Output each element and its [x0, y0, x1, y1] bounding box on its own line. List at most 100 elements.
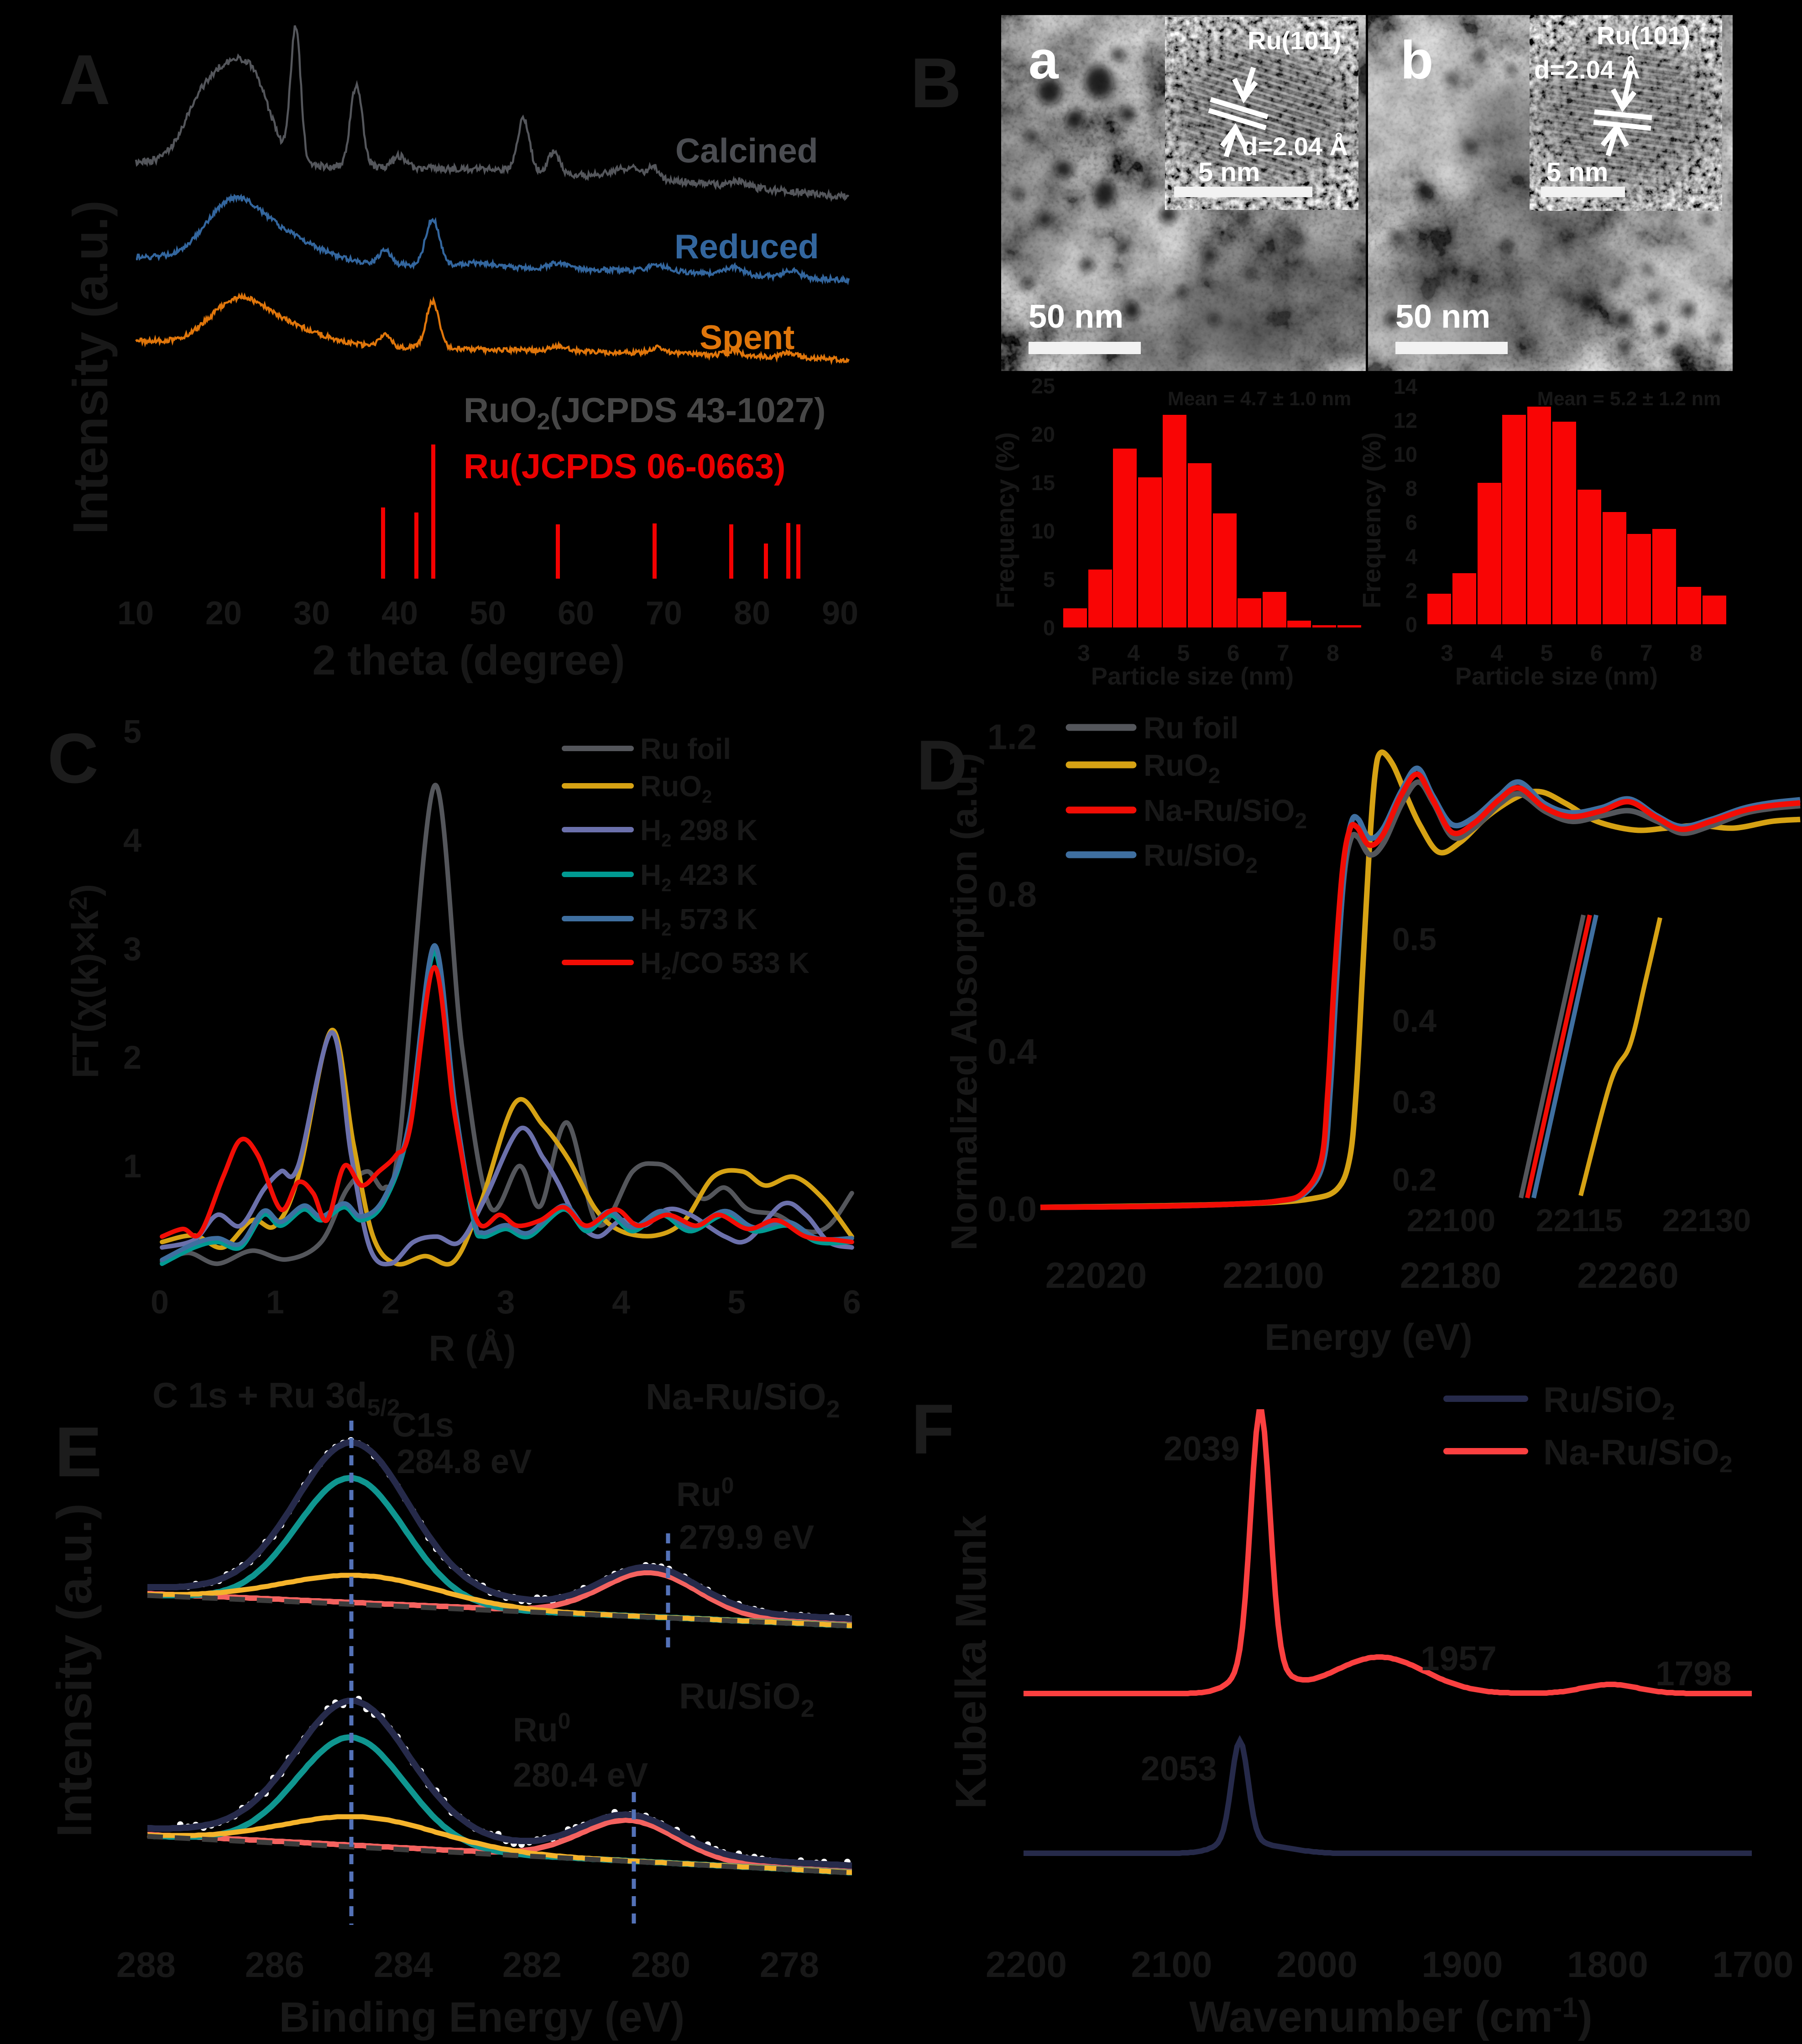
- svg-text:5: 5: [1043, 567, 1055, 591]
- svg-text:8: 8: [1405, 476, 1417, 501]
- svg-text:6: 6: [1590, 640, 1603, 666]
- svg-text:3: 3: [1077, 640, 1090, 666]
- svg-text:FT(χ(k)×k2): FT(χ(k)×k2): [64, 884, 106, 1078]
- svg-text:Wavenumber (cm-1): Wavenumber (cm-1): [1189, 1992, 1593, 2041]
- svg-text:F: F: [911, 1390, 955, 1469]
- svg-text:Frequency (%): Frequency (%): [1357, 432, 1386, 608]
- svg-text:284.8 eV: 284.8 eV: [397, 1443, 532, 1480]
- svg-text:1700: 1700: [1713, 1944, 1794, 1985]
- svg-text:2200: 2200: [986, 1944, 1067, 1985]
- svg-text:22180: 22180: [1400, 1255, 1501, 1296]
- svg-text:Intensity (a.u.): Intensity (a.u.): [63, 200, 118, 534]
- svg-text:90: 90: [822, 595, 858, 632]
- svg-text:5 nm: 5 nm: [1198, 157, 1260, 187]
- svg-text:1798: 1798: [1656, 1654, 1732, 1693]
- svg-text:d=2.04 Å: d=2.04 Å: [1534, 55, 1640, 84]
- svg-text:8: 8: [1327, 640, 1339, 666]
- svg-text:0.0: 0.0: [987, 1189, 1037, 1229]
- svg-text:2053: 2053: [1141, 1749, 1217, 1788]
- svg-text:1.2: 1.2: [987, 717, 1037, 757]
- svg-text:280.4 eV: 280.4 eV: [513, 1756, 648, 1794]
- svg-text:Ru foil: Ru foil: [1144, 711, 1238, 745]
- svg-text:3: 3: [1441, 640, 1453, 666]
- svg-text:Na-Ru/SiO2: Na-Ru/SiO2: [1144, 794, 1307, 833]
- svg-text:286: 286: [245, 1945, 304, 1985]
- svg-text:2039: 2039: [1164, 1429, 1240, 1468]
- svg-text:12: 12: [1394, 408, 1417, 432]
- svg-text:b: b: [1400, 30, 1433, 90]
- svg-text:22115: 22115: [1536, 1202, 1623, 1238]
- svg-text:284: 284: [374, 1945, 433, 1985]
- svg-text:4: 4: [612, 1284, 630, 1321]
- svg-text:279.9 eV: 279.9 eV: [679, 1518, 814, 1556]
- svg-text:2: 2: [123, 1040, 141, 1076]
- svg-text:15: 15: [1031, 470, 1055, 495]
- svg-text:50 nm: 50 nm: [1395, 298, 1490, 335]
- svg-text:Ru foil: Ru foil: [640, 732, 731, 765]
- svg-text:6: 6: [1405, 510, 1417, 534]
- svg-text:25: 25: [1031, 374, 1055, 398]
- svg-text:Ru(101): Ru(101): [1248, 26, 1341, 55]
- svg-text:0: 0: [151, 1284, 169, 1321]
- svg-text:Reduced: Reduced: [674, 227, 819, 266]
- svg-text:0.2: 0.2: [1392, 1162, 1436, 1197]
- svg-text:22020: 22020: [1045, 1255, 1147, 1296]
- svg-text:H2 298 K: H2 298 K: [640, 814, 757, 851]
- svg-text:A: A: [59, 40, 110, 119]
- svg-text:50: 50: [470, 595, 506, 632]
- svg-text:278: 278: [760, 1945, 819, 1985]
- svg-text:3: 3: [123, 931, 141, 967]
- svg-text:5: 5: [123, 714, 141, 750]
- svg-text:30: 30: [293, 595, 330, 632]
- svg-text:1957: 1957: [1421, 1639, 1497, 1678]
- svg-text:5 nm: 5 nm: [1546, 157, 1608, 187]
- svg-text:D: D: [916, 726, 967, 805]
- svg-text:H2 423 K: H2 423 K: [640, 858, 757, 895]
- svg-text:Intensity (a.u.): Intensity (a.u.): [47, 1503, 102, 1837]
- svg-text:14: 14: [1394, 374, 1417, 398]
- svg-text:Frequency (%): Frequency (%): [991, 432, 1019, 608]
- svg-text:288: 288: [116, 1945, 176, 1985]
- svg-text:0.3: 0.3: [1392, 1084, 1436, 1120]
- svg-text:d=2.04 Å: d=2.04 Å: [1242, 132, 1348, 161]
- svg-text:Spent: Spent: [700, 318, 794, 356]
- svg-text:Na-Ru/SiO2: Na-Ru/SiO2: [1543, 1432, 1733, 1478]
- svg-text:Calcined: Calcined: [675, 131, 818, 170]
- svg-text:5: 5: [1177, 640, 1190, 666]
- svg-text:2: 2: [1405, 578, 1417, 602]
- svg-text:282: 282: [502, 1945, 562, 1985]
- svg-text:0.8: 0.8: [987, 874, 1037, 914]
- svg-text:Mean = 4.7 ± 1.0 nm: Mean = 4.7 ± 1.0 nm: [1168, 388, 1351, 410]
- svg-text:4: 4: [123, 822, 141, 859]
- svg-text:0.5: 0.5: [1392, 921, 1436, 957]
- svg-text:6: 6: [1227, 640, 1240, 666]
- svg-text:60: 60: [558, 595, 594, 632]
- svg-text:40: 40: [381, 595, 418, 632]
- svg-text:4: 4: [1490, 640, 1503, 666]
- svg-text:22260: 22260: [1577, 1255, 1678, 1296]
- svg-text:Energy (eV): Energy (eV): [1264, 1317, 1473, 1358]
- svg-text:Normalized Absorption (a.u.): Normalized Absorption (a.u.): [944, 753, 984, 1250]
- svg-text:5: 5: [1540, 640, 1553, 666]
- svg-text:Ru/SiO2: Ru/SiO2: [679, 1676, 815, 1722]
- svg-text:4: 4: [1405, 544, 1417, 569]
- svg-text:10: 10: [117, 595, 154, 632]
- svg-text:Binding Energy (eV): Binding Energy (eV): [279, 1993, 685, 2041]
- svg-text:20: 20: [205, 595, 242, 632]
- svg-text:0.4: 0.4: [987, 1031, 1037, 1072]
- svg-text:2: 2: [381, 1284, 400, 1321]
- svg-text:20: 20: [1031, 422, 1055, 446]
- svg-text:22100: 22100: [1407, 1202, 1496, 1238]
- svg-text:0: 0: [1043, 616, 1055, 640]
- svg-text:RuO2: RuO2: [1144, 748, 1220, 788]
- svg-text:1800: 1800: [1567, 1944, 1648, 1985]
- svg-text:7: 7: [1277, 640, 1290, 666]
- svg-text:Kubelka Munk: Kubelka Munk: [947, 1515, 995, 1809]
- svg-text:Particle size (nm): Particle size (nm): [1091, 663, 1294, 690]
- svg-text:Ru/SiO2: Ru/SiO2: [1543, 1380, 1675, 1425]
- svg-text:280: 280: [631, 1945, 690, 1985]
- svg-text:3: 3: [496, 1284, 515, 1321]
- svg-text:RuO2(JCPDS 43-1027): RuO2(JCPDS 43-1027): [464, 391, 825, 435]
- svg-text:B: B: [910, 43, 961, 122]
- svg-text:Ru(JCPDS 06-0663): Ru(JCPDS 06-0663): [464, 447, 785, 486]
